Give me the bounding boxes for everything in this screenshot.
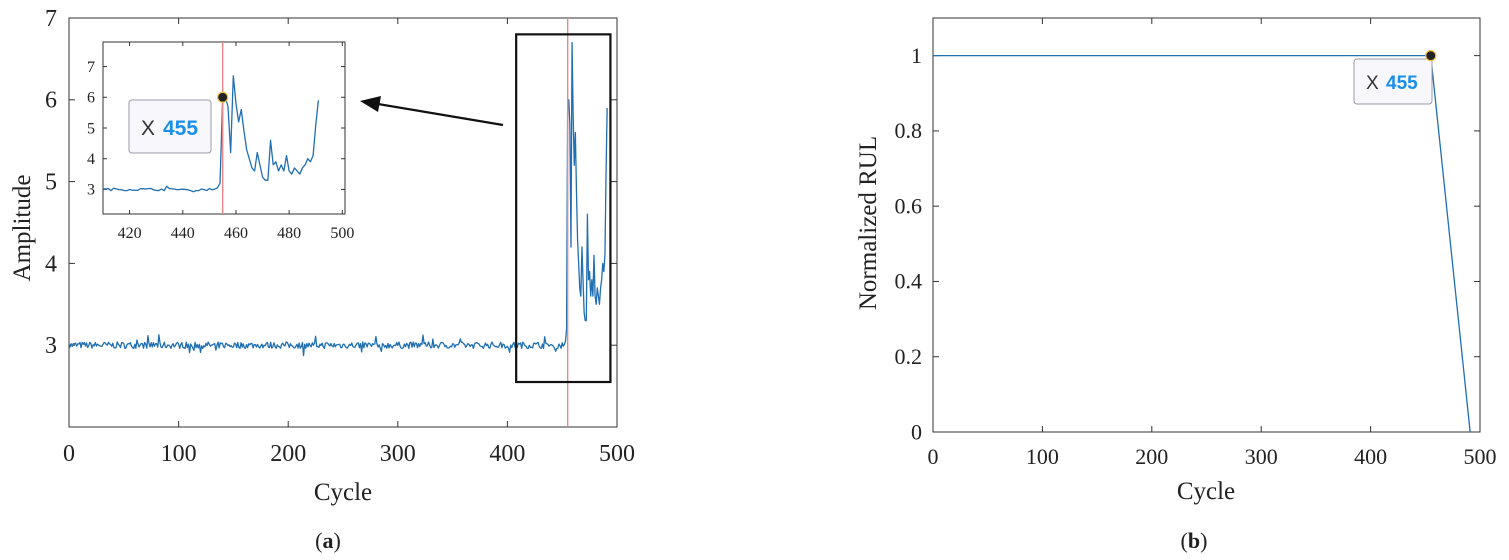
chart-b-rul-series: [933, 54, 1471, 433]
plot-frame: [932, 17, 1481, 433]
chart-a-x-axis-label: Cycle: [314, 479, 372, 506]
chart-a-y-ticks: 3 4 5 6 7: [45, 6, 617, 359]
chart-b-datatip-label: X: [1366, 73, 1379, 94]
x-tick-label: 500: [1464, 444, 1497, 469]
y-tick-label: 6: [87, 90, 95, 107]
y-tick-label: 5: [87, 120, 95, 137]
x-tick-label: 400: [489, 441, 525, 467]
y-tick-label: 3: [87, 182, 95, 199]
x-tick-label: 440: [171, 225, 195, 242]
y-tick-label: 1: [911, 43, 922, 68]
chart-b-datatip-box: [1353, 58, 1433, 105]
chart-b-y-ticks: 0 0.2 0.4 0.6 0.8 1: [895, 43, 1480, 444]
inset-datatip-label: X: [141, 117, 155, 140]
x-tick-label: 100: [1026, 444, 1059, 469]
chart-a-x-ticks: 0 100 200 300 400 500: [63, 18, 635, 467]
inset-datatip-box: [128, 99, 212, 154]
y-tick-label: 7: [45, 6, 57, 32]
chart-b-panel-letter: b: [1188, 528, 1200, 553]
y-tick-label: 3: [45, 333, 57, 359]
y-tick-label: 0.6: [895, 193, 923, 218]
y-tick-label: 0.2: [895, 344, 923, 369]
chart-a-panel-label: (a): [315, 528, 341, 553]
chart-b-y-axis-label: Normalized RUL: [855, 136, 882, 310]
y-tick-label: 0.8: [895, 118, 923, 143]
zoom-arrow: [360, 96, 504, 127]
y-tick-label: 6: [45, 88, 57, 114]
chart-b: 0 100 200 300 400 500 0 0.2 0.4 0.6 0.8 1 X 455 Cy…: [855, 17, 1497, 553]
chart-a: 0 100 200 300 400 500 3 4 5 6 7 420 440 460 480 500 3…: [9, 6, 635, 553]
inset-x-ticks: 420 440 460 480 500: [118, 42, 354, 242]
inset-datatip-marker: [217, 91, 229, 103]
chart-b-datatip: X 455: [1353, 58, 1433, 105]
inset-amplitude-series: [102, 75, 320, 193]
x-tick-label: 100: [161, 441, 197, 467]
chart-a-axes: [68, 17, 618, 428]
chart-b-x-ticks: 0 100 200 300 400 500: [928, 18, 1497, 469]
chart-b-datatip-marker: [1425, 50, 1437, 62]
y-tick-label: 4: [45, 251, 57, 277]
chart-a-inset: 420 440 460 480 500 3 4 5 6 7 X 455: [87, 41, 354, 242]
x-tick-label: 460: [224, 225, 248, 242]
chart-b-x-axis-label: Cycle: [1177, 478, 1235, 505]
x-tick-label: 420: [118, 225, 142, 242]
x-tick-label: 300: [1245, 444, 1278, 469]
y-tick-label: 0.4: [895, 269, 923, 294]
arrow-shaft: [377, 102, 504, 127]
chart-a-y-axis-label: Amplitude: [9, 175, 36, 282]
y-tick-label: 0: [911, 419, 922, 444]
y-tick-label: 7: [87, 59, 95, 76]
chart-a-zoom-region-box: [515, 33, 612, 384]
x-tick-label: 0: [928, 444, 939, 469]
x-tick-label: 400: [1354, 444, 1387, 469]
y-tick-label: 5: [45, 170, 57, 196]
arrow-head: [360, 96, 381, 112]
x-tick-label: 500: [330, 225, 354, 242]
y-tick-label: 4: [87, 151, 95, 168]
chart-a-panel-letter: a: [323, 528, 334, 553]
x-tick-label: 200: [270, 441, 306, 467]
plot-frame: [68, 17, 618, 428]
inset-y-ticks: 3 4 5 6 7: [87, 59, 345, 199]
x-tick-label: 480: [277, 225, 301, 242]
x-tick-label: 500: [599, 441, 635, 467]
x-tick-label: 200: [1135, 444, 1168, 469]
chart-a-amplitude-series: [68, 41, 608, 357]
inset-datatip-value: 455: [163, 117, 198, 140]
x-tick-label: 300: [380, 441, 416, 467]
inset-datatip: X 455: [128, 99, 212, 154]
x-tick-label: 0: [63, 441, 75, 467]
chart-b-panel-label: (b): [1181, 528, 1208, 553]
chart-b-axes: [932, 17, 1481, 433]
chart-b-datatip-value: 455: [1386, 73, 1418, 94]
